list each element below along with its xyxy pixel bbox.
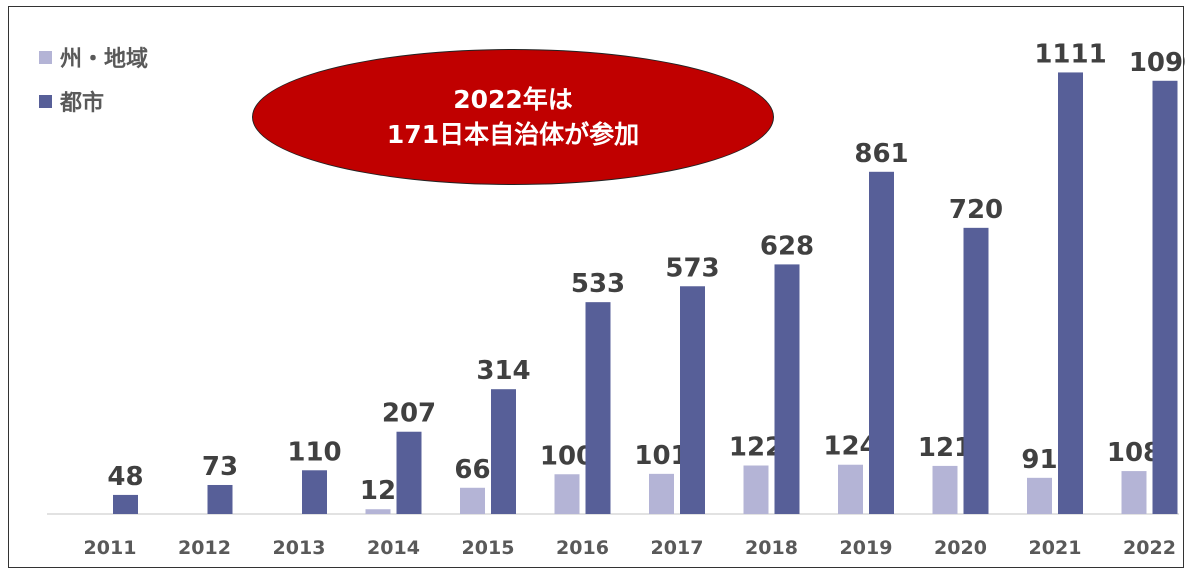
bar-city-2013 <box>302 470 327 514</box>
legend-swatch-state-region <box>39 50 52 64</box>
bar-state-region-2021 <box>1027 477 1052 514</box>
data-label-state-region-2014: 12 <box>360 476 396 506</box>
bar-city-2022 <box>1152 80 1178 514</box>
data-label-state-region-2018: 122 <box>729 433 783 463</box>
x-tick-label-2019: 2019 <box>840 537 893 559</box>
data-label-city-2018: 628 <box>760 231 814 261</box>
bar-state-region-2022 <box>1121 471 1147 514</box>
data-label-city-2014: 207 <box>382 399 436 429</box>
bar-city-2011 <box>113 494 138 514</box>
data-label-state-region-2022: 108 <box>1107 438 1161 468</box>
data-label-state-region-2019: 124 <box>823 432 877 462</box>
data-label-city-2022: 1090 <box>1129 48 1185 78</box>
data-label-state-region-2020: 121 <box>918 433 972 463</box>
annotation-line-1: 2022年は <box>453 85 573 114</box>
bar-state-region-2018 <box>743 465 769 514</box>
x-tick-label-2018: 2018 <box>745 537 798 559</box>
bar-state-region-2020 <box>932 465 958 514</box>
data-label-state-region-2021: 91 <box>1021 445 1057 475</box>
bar-state-region-2015 <box>460 487 485 514</box>
x-tick-label-2012: 2012 <box>178 537 231 559</box>
legend-label-city: 都市 <box>60 91 105 116</box>
data-label-state-region-2016: 100 <box>540 441 594 471</box>
x-tick-label-2015: 2015 <box>462 537 515 559</box>
chart-frame: 48 2011 73 2012 110 2013 12 207 2014 66 314 2015 100… <box>8 6 1185 568</box>
bar-state-region-2017 <box>649 473 674 514</box>
data-label-city-2019: 861 <box>854 139 908 169</box>
data-label-city-2020: 720 <box>949 195 1003 225</box>
data-label-state-region-2015: 66 <box>454 455 490 485</box>
x-tick-label-2011: 2011 <box>84 537 137 559</box>
data-label-city-2011: 48 <box>107 462 143 492</box>
bar-state-region-2019 <box>838 464 863 514</box>
bar-city-2014 <box>396 431 422 514</box>
x-tick-label-2021: 2021 <box>1029 537 1082 559</box>
bar-state-region-2014 <box>365 509 391 514</box>
bar-chart: 48 2011 73 2012 110 2013 12 207 2014 66 314 2015 100… <box>47 39 1185 559</box>
x-tick-label-2022: 2022 <box>1123 537 1176 559</box>
bar-city-2018 <box>774 264 800 514</box>
legend-label-state-region: 州・地域 <box>60 47 149 72</box>
x-tick-label-2020: 2020 <box>934 537 987 559</box>
data-label-city-2015: 314 <box>476 356 530 386</box>
data-label-city-2017: 573 <box>665 253 719 283</box>
x-tick-label-2017: 2017 <box>651 537 704 559</box>
legend: 州・地域 都市 <box>39 35 148 123</box>
legend-item-city: 都市 <box>39 79 148 123</box>
data-label-city-2013: 110 <box>287 437 341 467</box>
bar-city-2021 <box>1058 72 1083 515</box>
annotation-callout: 2022年は 171日本自治体が参加 <box>252 49 774 185</box>
annotation-line-2: 171日本自治体が参加 <box>386 120 640 149</box>
data-label-city-2016: 533 <box>571 269 625 299</box>
bar-city-2016 <box>585 302 611 514</box>
x-tick-label-2013: 2013 <box>273 537 326 559</box>
x-tick-label-2014: 2014 <box>367 537 420 559</box>
bar-city-2017 <box>680 286 705 514</box>
bar-state-region-2016 <box>554 474 580 514</box>
bar-city-2019 <box>869 171 894 515</box>
bar-city-2012 <box>207 484 233 514</box>
bar-city-2015 <box>491 389 516 514</box>
legend-swatch-city <box>39 94 52 108</box>
data-label-city-2021: 1111 <box>1034 39 1106 69</box>
x-tick-label-2016: 2016 <box>556 537 609 559</box>
legend-item-state-region: 州・地域 <box>39 35 148 79</box>
bar-city-2020 <box>963 227 989 514</box>
data-label-state-region-2017: 101 <box>634 441 688 471</box>
data-label-city-2012: 73 <box>202 452 238 482</box>
